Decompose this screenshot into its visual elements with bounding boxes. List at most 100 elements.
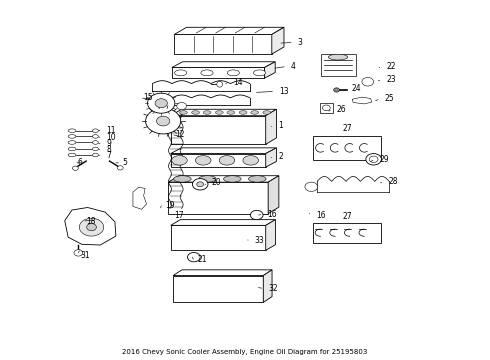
Polygon shape bbox=[266, 220, 275, 250]
Ellipse shape bbox=[172, 156, 187, 165]
Text: 15: 15 bbox=[144, 93, 153, 102]
Bar bbox=[313, 136, 381, 160]
Text: 1: 1 bbox=[278, 121, 283, 130]
Polygon shape bbox=[168, 176, 279, 182]
Ellipse shape bbox=[227, 70, 240, 76]
Text: 23: 23 bbox=[386, 76, 396, 85]
Circle shape bbox=[156, 116, 170, 126]
Text: 29: 29 bbox=[379, 155, 389, 164]
Polygon shape bbox=[174, 27, 284, 35]
Circle shape bbox=[366, 154, 381, 165]
Polygon shape bbox=[263, 270, 272, 302]
Text: 22: 22 bbox=[386, 62, 396, 71]
Ellipse shape bbox=[243, 156, 259, 165]
Polygon shape bbox=[265, 62, 275, 78]
Text: 5: 5 bbox=[122, 158, 127, 167]
Text: 13: 13 bbox=[279, 87, 289, 96]
Ellipse shape bbox=[216, 111, 223, 114]
Ellipse shape bbox=[219, 156, 235, 165]
Bar bbox=[320, 54, 356, 76]
Circle shape bbox=[155, 99, 168, 108]
Polygon shape bbox=[168, 182, 268, 213]
Ellipse shape bbox=[93, 129, 98, 132]
Text: 7: 7 bbox=[107, 151, 112, 160]
Ellipse shape bbox=[174, 70, 187, 76]
Ellipse shape bbox=[173, 176, 191, 182]
Circle shape bbox=[74, 249, 83, 256]
Ellipse shape bbox=[263, 111, 270, 114]
Circle shape bbox=[147, 93, 175, 113]
Text: 10: 10 bbox=[107, 132, 116, 141]
Polygon shape bbox=[173, 270, 272, 275]
Text: 3: 3 bbox=[297, 38, 302, 47]
Text: 31: 31 bbox=[81, 251, 91, 260]
Ellipse shape bbox=[328, 54, 348, 60]
Text: 27: 27 bbox=[343, 125, 352, 134]
Ellipse shape bbox=[251, 111, 259, 114]
Ellipse shape bbox=[253, 70, 266, 76]
Ellipse shape bbox=[93, 141, 98, 144]
Text: 25: 25 bbox=[384, 94, 394, 103]
Ellipse shape bbox=[68, 129, 76, 132]
Circle shape bbox=[305, 182, 318, 192]
Ellipse shape bbox=[198, 176, 216, 182]
Ellipse shape bbox=[196, 156, 211, 165]
Polygon shape bbox=[266, 109, 276, 144]
Text: 17: 17 bbox=[174, 211, 183, 220]
Text: 8: 8 bbox=[107, 145, 111, 154]
Text: 28: 28 bbox=[388, 177, 398, 186]
Text: 12: 12 bbox=[175, 130, 184, 139]
Ellipse shape bbox=[223, 176, 241, 182]
Polygon shape bbox=[171, 109, 276, 116]
Text: 16: 16 bbox=[268, 210, 277, 219]
Text: 4: 4 bbox=[291, 62, 295, 71]
Ellipse shape bbox=[217, 81, 222, 87]
Circle shape bbox=[193, 179, 208, 190]
Text: 24: 24 bbox=[351, 84, 361, 93]
Ellipse shape bbox=[201, 70, 213, 76]
Text: 27: 27 bbox=[343, 212, 352, 221]
Ellipse shape bbox=[179, 111, 187, 114]
Polygon shape bbox=[171, 220, 275, 225]
Text: 2: 2 bbox=[278, 152, 283, 161]
Circle shape bbox=[362, 77, 374, 86]
Polygon shape bbox=[172, 62, 275, 67]
Ellipse shape bbox=[68, 135, 76, 138]
Polygon shape bbox=[172, 67, 265, 78]
Text: 20: 20 bbox=[212, 178, 221, 187]
Circle shape bbox=[369, 156, 378, 162]
Ellipse shape bbox=[93, 153, 98, 157]
Text: 9: 9 bbox=[107, 139, 112, 148]
Text: 19: 19 bbox=[165, 201, 175, 210]
Circle shape bbox=[87, 224, 97, 231]
Text: 26: 26 bbox=[337, 105, 346, 114]
Circle shape bbox=[177, 103, 187, 110]
Polygon shape bbox=[171, 116, 266, 144]
Polygon shape bbox=[173, 275, 263, 302]
Text: 6: 6 bbox=[78, 158, 83, 167]
Ellipse shape bbox=[68, 153, 76, 157]
Polygon shape bbox=[171, 148, 276, 154]
Bar bbox=[313, 223, 381, 243]
Ellipse shape bbox=[239, 111, 247, 114]
Text: 33: 33 bbox=[255, 236, 265, 245]
Ellipse shape bbox=[192, 111, 199, 114]
Ellipse shape bbox=[248, 176, 266, 182]
Ellipse shape bbox=[203, 111, 211, 114]
Text: 14: 14 bbox=[233, 78, 243, 87]
Text: 21: 21 bbox=[197, 255, 207, 264]
Ellipse shape bbox=[93, 135, 98, 138]
Circle shape bbox=[79, 218, 104, 236]
Polygon shape bbox=[174, 35, 272, 54]
Text: 2016 Chevy Sonic Cooler Assembly, Engine Oil Diagram for 25195803: 2016 Chevy Sonic Cooler Assembly, Engine… bbox=[122, 349, 368, 355]
Text: 18: 18 bbox=[86, 217, 96, 226]
Polygon shape bbox=[352, 97, 372, 104]
Ellipse shape bbox=[93, 147, 98, 151]
Ellipse shape bbox=[68, 141, 76, 144]
Circle shape bbox=[197, 182, 203, 187]
Text: 16: 16 bbox=[316, 211, 326, 220]
Circle shape bbox=[334, 88, 340, 92]
Polygon shape bbox=[272, 27, 284, 54]
Circle shape bbox=[117, 166, 123, 170]
Circle shape bbox=[73, 166, 78, 170]
